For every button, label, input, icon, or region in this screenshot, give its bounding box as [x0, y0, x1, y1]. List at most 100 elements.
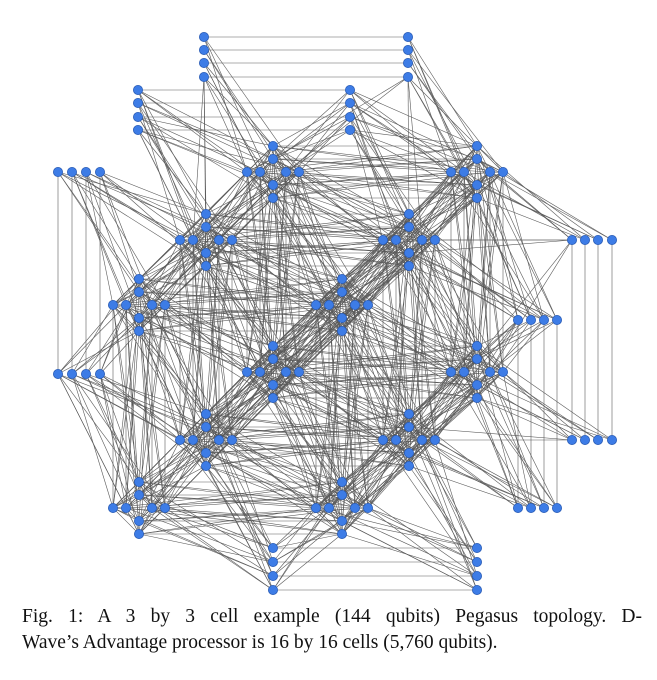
edge	[151, 413, 207, 509]
edge	[450, 371, 532, 509]
qubit	[280, 366, 291, 377]
edge	[137, 116, 274, 147]
qubit	[471, 340, 482, 351]
qubit	[484, 366, 495, 377]
edge	[71, 373, 207, 428]
edge	[476, 319, 558, 360]
edge	[272, 158, 384, 241]
edge	[382, 239, 519, 321]
edge	[125, 397, 274, 509]
edge	[476, 319, 519, 360]
qubit	[403, 447, 414, 458]
edge	[434, 239, 558, 321]
edge	[407, 76, 423, 241]
edge	[205, 265, 317, 306]
edge	[285, 213, 410, 373]
edge	[349, 129, 478, 147]
edge	[203, 62, 274, 147]
qubit	[580, 434, 591, 445]
qubit	[403, 247, 414, 258]
edge	[71, 373, 140, 522]
qubit	[471, 392, 482, 403]
edge	[349, 89, 465, 173]
qubit	[121, 299, 132, 310]
edge	[112, 317, 140, 509]
qubit	[146, 502, 157, 513]
qubit	[200, 421, 211, 432]
qubit	[132, 85, 143, 96]
qubit	[53, 368, 64, 379]
qubit	[200, 260, 211, 271]
qubit	[310, 502, 321, 513]
edge	[272, 507, 317, 563]
edge	[476, 397, 613, 441]
edge	[476, 358, 599, 441]
edge	[57, 171, 207, 267]
edge	[489, 171, 519, 321]
edge	[246, 317, 343, 373]
edge	[408, 226, 532, 321]
edge	[272, 507, 330, 591]
edge	[408, 426, 519, 509]
edge	[218, 439, 343, 483]
edge	[137, 102, 287, 173]
edge	[57, 373, 140, 483]
qubit	[402, 45, 413, 56]
edge	[99, 171, 194, 241]
edge	[205, 426, 317, 509]
edge	[231, 226, 410, 241]
nodes	[53, 32, 618, 596]
edge	[476, 397, 519, 509]
edge	[408, 239, 573, 254]
edge	[476, 184, 504, 373]
qubit	[567, 234, 578, 245]
edge	[138, 278, 330, 306]
qubit	[310, 299, 321, 310]
edge	[138, 494, 317, 509]
edge	[192, 330, 343, 441]
qubit	[108, 299, 119, 310]
qubit	[471, 585, 482, 596]
qubit	[349, 299, 360, 310]
edge	[408, 413, 532, 509]
qubit	[539, 314, 550, 325]
qubit	[377, 234, 388, 245]
edge	[341, 317, 465, 373]
qubit	[200, 408, 211, 419]
qubit	[403, 208, 414, 219]
edge	[272, 197, 300, 373]
edge	[231, 330, 343, 441]
edge	[192, 197, 274, 241]
qubit	[471, 379, 482, 390]
qubit	[121, 502, 132, 513]
edge	[259, 171, 410, 228]
edge	[205, 213, 397, 241]
edge	[272, 397, 384, 441]
edge	[179, 439, 343, 483]
edge	[57, 278, 140, 375]
qubit	[336, 529, 347, 540]
qubit	[187, 234, 198, 245]
edge	[408, 426, 478, 591]
edge	[341, 330, 384, 441]
edge	[298, 171, 343, 293]
edge	[272, 145, 397, 241]
qubit	[254, 166, 265, 177]
edge	[179, 384, 274, 441]
qubit	[67, 368, 78, 379]
edge	[125, 197, 274, 306]
qubit	[108, 502, 119, 513]
edge	[137, 102, 207, 254]
qubit	[174, 234, 185, 245]
edge	[218, 439, 343, 522]
edge	[489, 371, 545, 509]
edge	[395, 252, 410, 441]
edge	[367, 507, 478, 549]
edge	[99, 171, 153, 306]
edge	[138, 520, 274, 577]
edge	[407, 49, 478, 186]
edge	[138, 317, 220, 441]
edge	[476, 158, 558, 321]
edge	[137, 129, 248, 173]
edge	[476, 197, 532, 321]
